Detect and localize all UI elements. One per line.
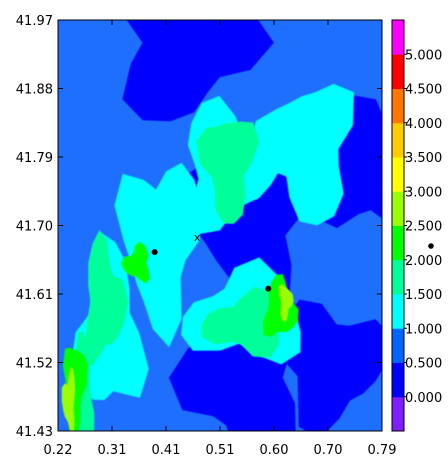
contour-region <box>196 121 260 224</box>
y-tick-label: 41.61 <box>16 288 53 303</box>
x-tick-label: 0.22 <box>44 443 73 458</box>
colorbar-label: 4.000 <box>405 117 442 132</box>
point-x-label: x <box>194 231 201 244</box>
legend-dot <box>428 243 434 249</box>
colorbar-label: 4.500 <box>405 83 442 98</box>
colorbar-label: 1.000 <box>405 322 442 337</box>
colorbar-label: 0.000 <box>405 391 442 406</box>
contour-region <box>280 299 382 431</box>
colorbar-swatch <box>392 362 404 398</box>
colorbar: 0.000 0.500 1.000 1.500 2.000 2.500 3.000 3.500… <box>391 19 442 432</box>
x-tick-label: 0.60 <box>260 443 289 458</box>
x-tick-label: 0.51 <box>206 443 235 458</box>
colorbar-swatch <box>392 88 404 124</box>
y-tick-label: 41.79 <box>16 151 53 166</box>
contour-region <box>61 366 76 431</box>
plot-area: x <box>58 20 382 431</box>
point-marker <box>151 249 158 256</box>
colorbar-label: 1.500 <box>405 288 442 303</box>
colorbar-label: 5.000 <box>405 48 442 63</box>
colorbar-swatch <box>392 122 404 158</box>
y-tick-label: 41.43 <box>16 425 53 440</box>
colorbar-label: 2.500 <box>405 220 442 235</box>
x-tick-label: 0.41 <box>152 443 181 458</box>
y-tick-label: 41.52 <box>16 357 53 372</box>
contour-region <box>201 287 280 358</box>
colorbar-swatch <box>392 54 404 89</box>
x-tick-label: 0.31 <box>98 443 127 458</box>
point-markers: x <box>151 231 272 292</box>
colorbar-swatch <box>392 191 404 226</box>
colorbar-label: 3.500 <box>405 151 442 166</box>
colorbar-swatch <box>392 328 404 363</box>
contour-region <box>122 20 274 122</box>
contour-region <box>121 242 151 284</box>
colorbar-swatch <box>392 294 404 329</box>
contour-region <box>263 274 299 337</box>
y-axis: 41.97 41.88 41.79 41.70 41.61 41.52 41.43 <box>16 14 382 440</box>
y-tick-label: 41.88 <box>16 83 53 98</box>
colorbar-label: 3.000 <box>405 185 442 200</box>
x-axis: 0.22 0.31 0.41 0.51 0.60 0.70 0.79 <box>44 20 397 458</box>
x-tick-label: 0.79 <box>368 443 397 458</box>
colorbar-swatch <box>392 259 404 295</box>
colorbar-label: 0.500 <box>405 357 442 372</box>
colorbar-swatch <box>392 20 404 55</box>
x-tick-label: 0.70 <box>314 443 343 458</box>
y-tick-label: 41.97 <box>16 14 53 29</box>
colorbar-swatch <box>392 396 404 432</box>
contour-region <box>278 283 294 322</box>
colorbar-swatch <box>392 225 404 261</box>
contour-regions <box>61 20 382 431</box>
contour-region <box>114 162 203 348</box>
colorbar-label: 2.000 <box>405 254 442 269</box>
contour-region <box>84 230 129 368</box>
contour-region <box>249 83 354 226</box>
point-marker <box>265 285 272 292</box>
y-tick-label: 41.70 <box>16 220 53 235</box>
colorbar-swatch <box>392 157 404 192</box>
